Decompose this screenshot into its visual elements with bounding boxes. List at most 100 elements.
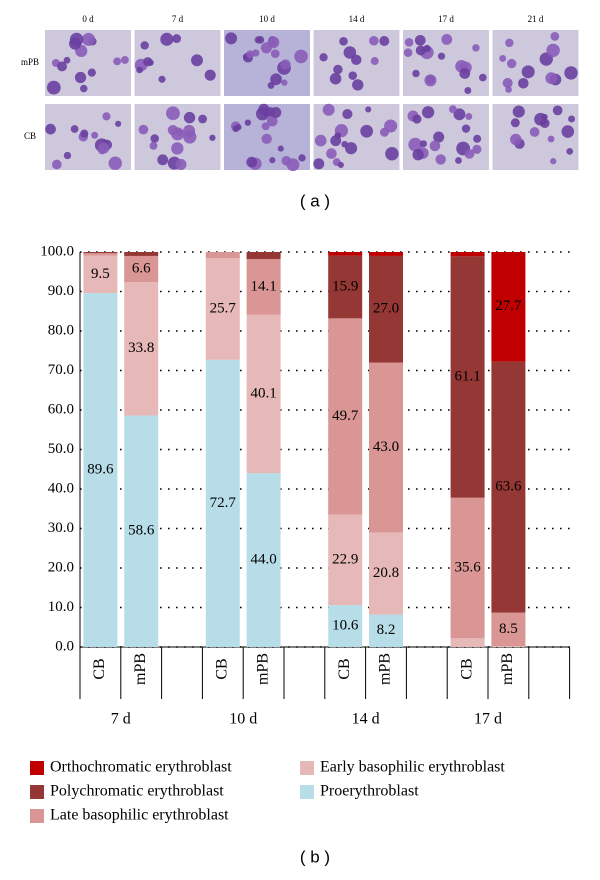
cell [370,57,379,66]
cell [91,131,99,139]
bar-segment [491,612,526,647]
bar-segment [450,497,485,639]
cell [246,156,258,168]
cell [385,147,399,161]
y-tick-label: 90.0 [48,283,74,299]
cell [294,49,308,64]
y-tick-label: 40.0 [48,480,74,496]
cell [502,77,513,88]
cell [198,114,207,124]
cell [225,32,238,45]
bar-segment [450,252,485,257]
y-tick-label: 10.0 [48,599,74,615]
cell [421,106,435,119]
cell [120,56,129,64]
group-label: 10 d [229,711,257,728]
cell [365,106,372,113]
bar-segment [328,255,363,319]
cell [232,125,240,133]
cell [550,32,560,41]
cell [138,124,149,135]
cell [157,154,169,166]
value-label: 44.0 [250,552,276,568]
value-label: 10.6 [332,618,359,634]
legend-label: Polychromatic erythroblast [50,783,224,800]
cell [472,144,482,154]
cell [319,53,328,62]
bar-segment [124,282,159,416]
y-tick-label: 80.0 [48,322,74,338]
cell [115,120,122,127]
cell [547,135,555,143]
cell [80,84,88,93]
cell [464,87,472,94]
cell [449,105,457,114]
bar-segment [124,415,159,647]
cell [333,64,343,75]
cell [266,115,278,127]
cell [360,124,374,138]
value-label: 61.1 [454,368,480,384]
cell [342,108,353,120]
cell [246,50,255,59]
column-label: 17 d [438,14,454,24]
cell [244,119,252,126]
bar-segment [328,318,363,515]
value-label: 8.5 [499,621,518,637]
group-label: 17 d [474,711,502,728]
cell [74,71,87,84]
value-label: 63.6 [495,478,522,494]
cell [453,108,466,121]
micrograph [224,30,310,96]
bar-segment [246,314,281,474]
cell [552,105,563,116]
bar-segment [83,293,118,647]
cell [510,118,520,128]
cell [529,127,540,137]
cell [545,72,558,85]
cell [57,61,67,72]
value-label: 6.6 [132,260,151,276]
bar-segment [450,638,485,647]
cell [113,57,122,66]
cell [314,134,327,147]
x-tick-label: mPB [499,653,516,685]
value-label: 89.6 [87,461,114,477]
y-tick-label: 50.0 [48,441,74,457]
cell [521,65,535,79]
bar-segment [369,614,403,647]
value-label: 33.8 [128,340,154,356]
value-label: 58.6 [128,523,155,539]
column-label: 14 d [349,14,365,24]
cell [298,154,306,162]
cell [166,106,180,121]
cell [419,140,427,148]
legend-swatch [30,785,44,799]
cell [158,75,166,83]
bar-segment [491,361,526,613]
cell [384,119,398,133]
cell [313,158,325,170]
cell [512,105,525,118]
legend-swatch [300,785,314,799]
cell [269,157,276,164]
y-tick-label: 20.0 [48,559,74,575]
value-label: 14.1 [250,278,276,294]
group-label: 14 d [352,711,380,728]
cell [160,32,174,46]
cell [343,46,357,59]
value-label: 49.7 [332,408,359,424]
cell [415,45,426,56]
cell [473,134,482,143]
cell [540,118,550,129]
legend-label: Late basophilic erythroblast [50,807,229,824]
cell [455,157,462,164]
x-tick-label: CB [458,658,475,679]
cell [459,68,471,79]
cell [403,48,413,57]
cell [270,49,280,59]
cell [204,69,216,81]
cell [541,113,548,121]
y-tick-label: 100.0 [40,243,74,259]
bar-segment [124,255,159,283]
